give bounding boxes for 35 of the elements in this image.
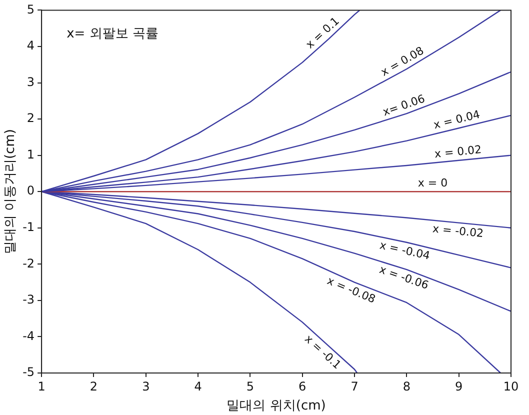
annotation: x = -0.02 — [432, 222, 484, 240]
x-tick-label: 1 — [38, 379, 46, 394]
y-tick-label: 2 — [26, 111, 35, 126]
x-tick-label: 3 — [142, 379, 150, 394]
y-tick-label: 1 — [26, 147, 35, 162]
y-tick-label: -4 — [22, 328, 35, 343]
x-tick-label: 9 — [455, 379, 463, 394]
y-tick-label: 4 — [26, 38, 35, 53]
y-tick-label: -2 — [22, 256, 35, 270]
y-axis-title: 밀대의 이동거리(cm) — [3, 129, 18, 254]
annotation: x= 외팔보 곡률 — [66, 26, 158, 42]
x-tick-label: 6 — [298, 379, 306, 394]
annotation: x = -0.08 — [325, 274, 378, 306]
y-tick-label: 3 — [26, 74, 35, 89]
x-tick-label: 8 — [402, 379, 410, 394]
annotation: x = -0.06 — [378, 262, 430, 292]
y-tick-label: -5 — [22, 365, 35, 380]
annotation: x = 0 — [418, 176, 448, 190]
annotation: x = -0.1 — [302, 332, 344, 372]
y-tick-label: 0 — [26, 184, 35, 198]
annotation: x = 0.1 — [303, 14, 342, 52]
annotation: x = 0.02 — [434, 143, 482, 161]
x-tick-label: 7 — [350, 379, 358, 394]
y-tick-label: 5 — [26, 2, 35, 16]
x-tick-label: 4 — [194, 379, 202, 394]
annotation: x = 0.04 — [432, 108, 482, 132]
x-tick-label: 10 — [503, 379, 519, 394]
x-tick-label: 2 — [90, 379, 98, 394]
x-tick-label: 5 — [246, 379, 254, 394]
annotation: x = -0.04 — [378, 238, 432, 263]
annotation: x= 0.06 — [381, 92, 427, 119]
annotation: x = 0.08 — [378, 44, 426, 79]
y-tick-label: -1 — [22, 220, 35, 234]
y-tick-label: -3 — [22, 292, 35, 307]
x-axis-title: 밀대의 위치(cm) — [226, 398, 326, 414]
